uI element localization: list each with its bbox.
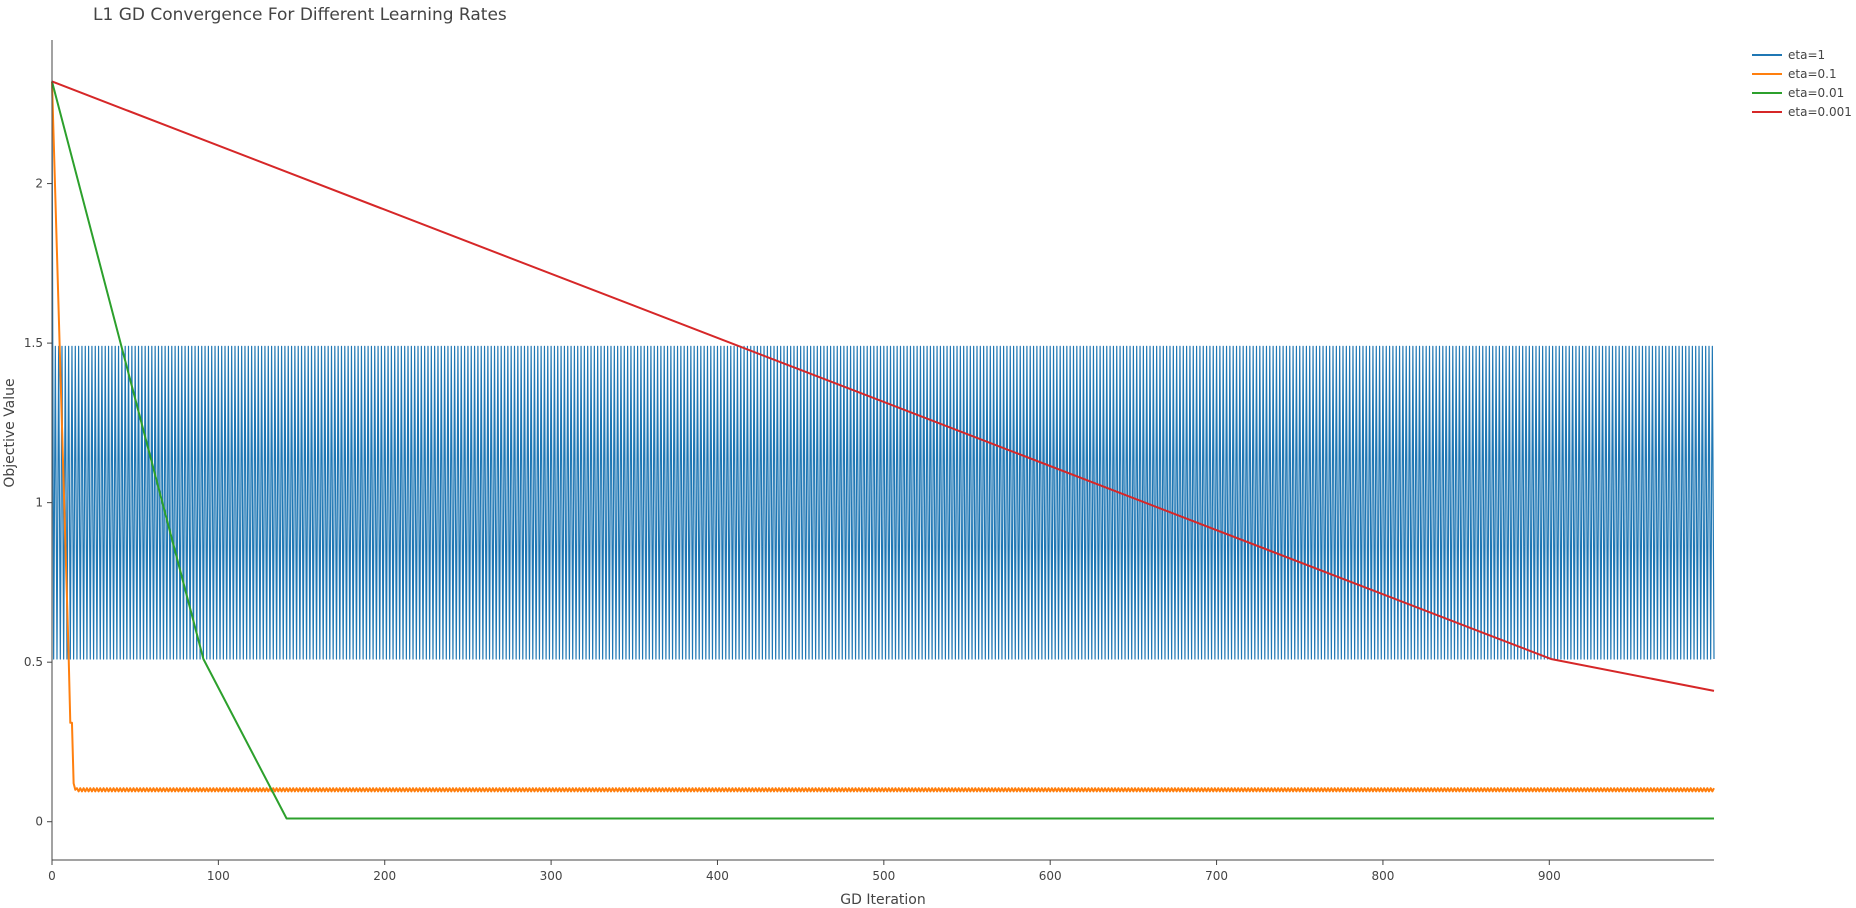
x-tick-label: 400 [706,869,729,883]
x-axis-ticks: 0 100 200 300 400 500 600 700 800 900 [48,860,1561,883]
legend-item[interactable]: eta=1 [1752,48,1825,62]
y-tick-label: 2 [35,177,43,191]
legend-label: eta=0.1 [1788,67,1837,81]
chart-title: L1 GD Convergence For Different Learning… [93,5,507,25]
x-axis-title: GD Iteration [840,892,925,908]
y-tick-label: 1.5 [24,336,43,350]
plot-area [51,80,1715,820]
axes [51,40,1714,861]
legend-label: eta=1 [1788,48,1825,62]
y-tick-label: 0 [35,815,43,829]
x-tick-label: 600 [1039,869,1062,883]
legend-label: eta=0.01 [1788,86,1844,100]
legend-label: eta=0.001 [1788,105,1852,119]
y-tick-label: 0.5 [24,655,43,669]
x-tick-label: 300 [540,869,563,883]
series-line-eta-0-01 [51,81,1714,820]
series-line-eta-0-1 [51,81,1715,793]
x-tick-label: 200 [373,869,396,883]
y-tick-label: 1 [35,496,43,510]
series-line-eta-0-001 [51,80,1715,692]
series-line-eta-1 [51,81,1715,660]
legend[interactable]: eta=1 eta=0.1 eta=0.01 eta=0.001 [1752,48,1852,119]
y-axis-title: Objective Value [2,378,18,487]
y-axis-ticks: 0 0.5 1 1.5 2 [24,177,52,829]
x-tick-label: 500 [872,869,895,883]
x-tick-label: 100 [207,869,230,883]
x-tick-label: 900 [1538,869,1561,883]
x-tick-label: 700 [1205,869,1228,883]
legend-item[interactable]: eta=0.01 [1752,86,1844,100]
x-tick-label: 800 [1371,869,1394,883]
legend-item[interactable]: eta=0.1 [1752,67,1837,81]
legend-item[interactable]: eta=0.001 [1752,105,1852,119]
x-tick-label: 0 [48,869,56,883]
